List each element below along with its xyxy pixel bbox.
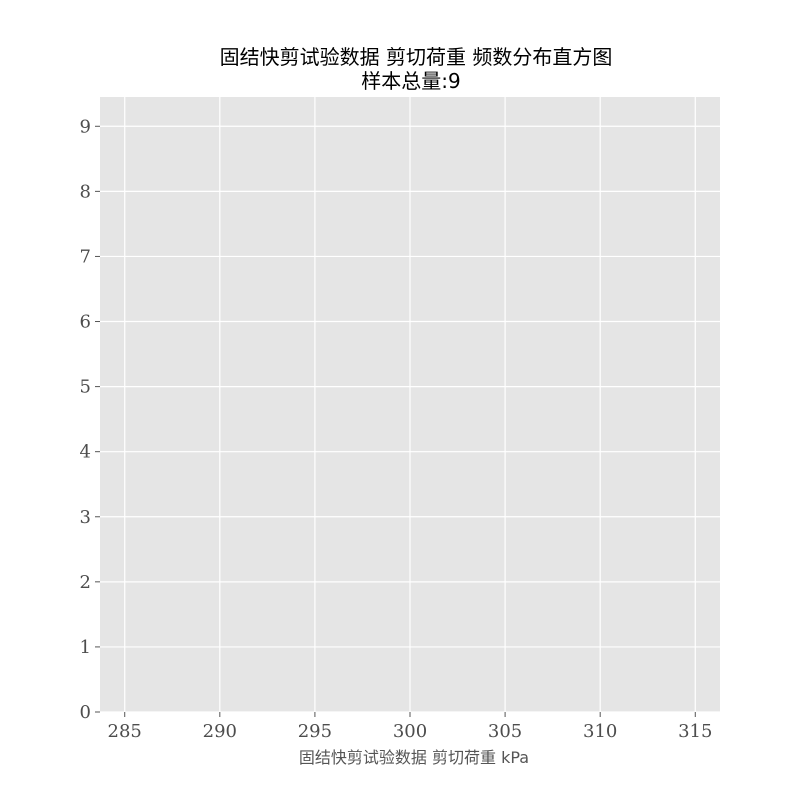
x-axis-label: 固结快剪试验数据 剪切荷重 kPa: [299, 748, 529, 767]
x-tick-label: 310: [583, 721, 617, 742]
y-tick-label: 7: [80, 246, 91, 267]
x-gridlines: [124, 97, 696, 712]
x-tick-label: 305: [488, 721, 522, 742]
x-axis-ticks: 285 290 295 300 305 310 315: [108, 712, 712, 742]
y-tick-label: 2: [80, 572, 91, 593]
x-tick-label: 285: [108, 721, 142, 742]
y-tick-label: 0: [80, 702, 91, 723]
x-tick-label: 290: [203, 721, 237, 742]
y-tick-label: 8: [80, 181, 91, 202]
chart-title: 固结快剪试验数据 剪切荷重 频数分布直方图: [220, 45, 613, 69]
y-tick-label: 3: [80, 507, 91, 528]
y-tick-label: 5: [80, 377, 91, 398]
y-tick-label: 9: [80, 116, 91, 137]
x-tick-label: 295: [298, 721, 332, 742]
y-gridlines: [100, 125, 720, 713]
x-tick-label: 315: [678, 721, 712, 742]
chart-subtitle: 样本总量:9: [361, 69, 460, 93]
y-tick-label: 1: [80, 637, 91, 658]
y-tick-label: 6: [80, 312, 91, 333]
y-axis-ticks: 0 1 2 3 4 5 6 7 8 9: [80, 116, 100, 723]
x-tick-label: 300: [393, 721, 427, 742]
y-tick-label: 4: [80, 442, 91, 463]
